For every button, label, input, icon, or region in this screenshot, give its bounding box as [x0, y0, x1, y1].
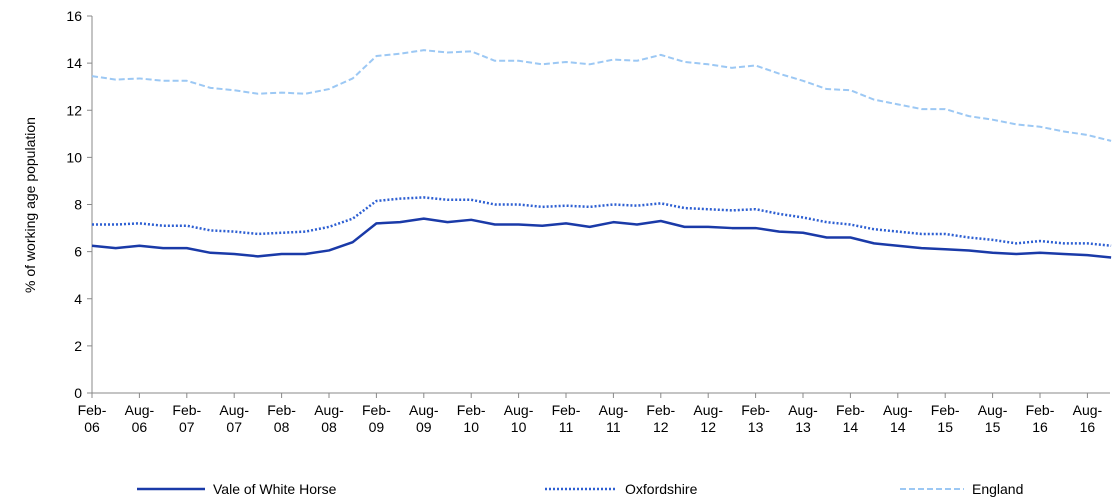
- y-tick-label: 14: [66, 55, 82, 71]
- line-series: [91, 49, 1112, 142]
- y-tick-label: 10: [66, 149, 82, 165]
- x-tick-label: Aug-07: [219, 402, 249, 435]
- x-tick-label: Feb-08: [267, 402, 296, 435]
- x-tick-label: Feb-13: [741, 402, 770, 435]
- x-tick-label: Feb-10: [457, 402, 486, 435]
- y-tick-label: 6: [74, 244, 82, 260]
- y-tick-label: 12: [66, 102, 82, 118]
- y-tick-label: 8: [74, 197, 82, 213]
- legend-label: Oxfordshire: [625, 481, 698, 497]
- line-series: [92, 196, 1112, 247]
- x-tick-label: Aug-14: [883, 402, 913, 435]
- y-tick-label: 2: [74, 338, 82, 354]
- x-tick-label: Aug-06: [125, 402, 155, 435]
- x-tick-label: Feb-11: [552, 402, 581, 435]
- y-tick-label: 4: [74, 291, 82, 307]
- x-tick-label: Feb-09: [362, 402, 391, 435]
- x-tick-label: Aug-10: [504, 402, 534, 435]
- line-series: [91, 217, 1112, 259]
- legend-label: Vale of White Horse: [213, 481, 337, 497]
- x-tick-label: Aug-09: [409, 402, 439, 435]
- y-tick-label: 0: [74, 385, 82, 401]
- x-tick-label: Aug-08: [314, 402, 344, 435]
- y-tick-label: 16: [66, 8, 82, 24]
- x-tick-label: Aug-12: [693, 402, 723, 435]
- x-tick-label: Feb-14: [836, 402, 865, 435]
- x-tick-label: Feb-06: [78, 402, 107, 435]
- x-tick-label: Feb-16: [1026, 402, 1055, 435]
- y-axis-label: % of working age population: [22, 117, 38, 293]
- x-tick-label: Aug-15: [978, 402, 1008, 435]
- legend-label: England: [972, 481, 1023, 497]
- x-tick-label: Feb-15: [931, 402, 960, 435]
- x-tick-label: Feb-12: [646, 402, 675, 435]
- x-tick-label: Aug-13: [788, 402, 818, 435]
- x-tick-label: Aug-11: [599, 402, 629, 435]
- x-tick-label: Feb-07: [172, 402, 201, 435]
- x-tick-label: Aug-16: [1073, 402, 1103, 435]
